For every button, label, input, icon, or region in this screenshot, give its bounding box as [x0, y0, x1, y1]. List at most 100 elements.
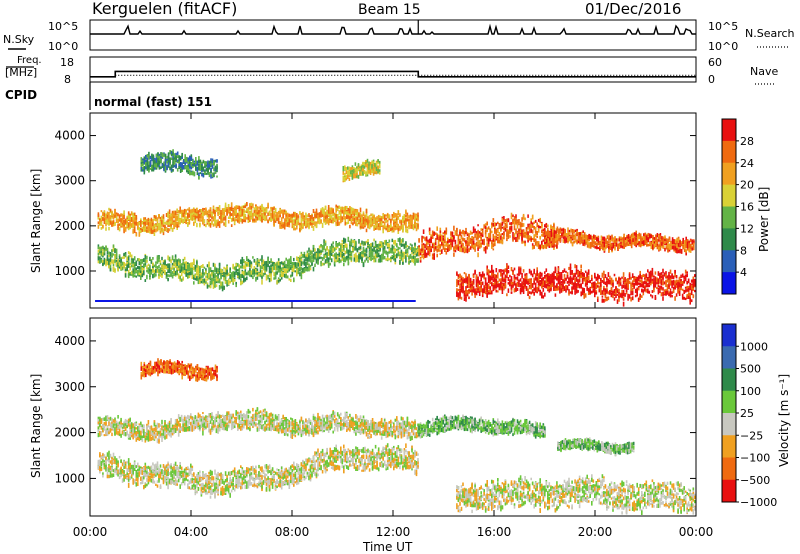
power-cell — [309, 267, 312, 271]
power-cell — [286, 259, 289, 265]
power-cell — [368, 167, 370, 170]
power-cell — [380, 218, 383, 224]
power-cell — [481, 241, 484, 245]
power-cell — [141, 272, 144, 278]
power-cell — [232, 218, 234, 222]
power-cell — [469, 246, 472, 250]
power-cell — [124, 263, 127, 266]
power-cell — [522, 213, 525, 216]
power-cell — [462, 229, 464, 235]
power-cell — [127, 216, 130, 220]
power-cell — [135, 260, 138, 264]
power-cell — [148, 155, 150, 160]
power-cell — [506, 234, 508, 238]
power-cell — [232, 271, 234, 276]
power-cell — [230, 217, 233, 222]
power-cell — [256, 263, 259, 268]
power-cell — [510, 225, 513, 231]
power-cell — [406, 226, 409, 229]
power-cell — [174, 254, 177, 258]
power-cell — [218, 205, 221, 210]
power-cell — [368, 221, 371, 225]
power-cell — [368, 246, 371, 250]
power-cell — [327, 207, 330, 212]
power-cell — [198, 174, 200, 180]
power-cell — [326, 219, 328, 224]
power-cell — [97, 260, 100, 264]
power-cell — [221, 215, 224, 219]
power-cell — [349, 206, 351, 211]
power-cell — [368, 225, 371, 230]
power-cell — [373, 259, 375, 263]
power-cell — [383, 256, 386, 259]
power-cell — [178, 155, 180, 159]
power-cell — [430, 239, 432, 244]
power-cell — [159, 227, 162, 231]
power-cell — [203, 219, 206, 224]
power-cell — [306, 214, 309, 218]
power-cell — [223, 285, 225, 290]
power-cell — [192, 159, 194, 164]
power-cell — [495, 236, 498, 239]
power-cell — [341, 249, 344, 252]
power-cell — [171, 210, 174, 215]
power-cell — [196, 272, 198, 276]
power-cell — [202, 160, 205, 164]
power-cell — [286, 266, 289, 269]
power-cell — [360, 164, 363, 168]
power-cell — [454, 232, 457, 236]
power-cell — [431, 256, 434, 260]
power-cell — [428, 227, 431, 233]
power-cell — [300, 267, 303, 271]
power-cell — [227, 208, 230, 214]
power-cell — [115, 254, 118, 259]
power-cell — [346, 206, 348, 210]
power-cell — [361, 260, 363, 263]
power-cell — [415, 253, 418, 257]
power-cell — [182, 218, 184, 224]
power-cell — [365, 164, 367, 167]
power-cell — [450, 236, 452, 240]
power-cell — [258, 206, 260, 209]
power-cell — [214, 213, 216, 216]
power-cell — [108, 258, 110, 262]
power-cell — [534, 233, 537, 237]
power-cell — [235, 281, 237, 285]
power-cell — [155, 153, 158, 158]
power-cell — [358, 258, 360, 261]
power-cell — [399, 247, 401, 250]
power-cell — [123, 225, 125, 230]
power-cell — [403, 255, 406, 259]
power-cell — [383, 223, 386, 226]
power-cell — [385, 239, 387, 243]
power-cell — [114, 268, 116, 273]
power-cell — [288, 262, 291, 267]
power-cell — [293, 224, 295, 229]
beam-title: Beam 15 — [358, 2, 421, 18]
power-cell — [109, 257, 112, 262]
power-cell — [183, 213, 186, 216]
power-cell — [486, 221, 488, 226]
power-cell — [199, 209, 201, 213]
power-cell — [123, 265, 125, 269]
power-cell — [466, 237, 469, 241]
power-cell — [124, 226, 127, 231]
power-cell — [497, 234, 499, 237]
power-cell — [365, 254, 368, 259]
power-cell — [315, 213, 318, 218]
power-cell — [226, 283, 228, 287]
power-cell — [405, 249, 407, 253]
power-cell — [347, 213, 350, 216]
power-cell — [478, 235, 481, 238]
power-cell — [255, 218, 257, 223]
power-cell — [259, 213, 262, 218]
power-cell — [243, 217, 245, 223]
power-cell — [378, 164, 381, 169]
power-cell — [403, 216, 406, 221]
power-cell — [140, 273, 142, 277]
power-cell — [495, 222, 498, 226]
power-cell — [264, 208, 266, 211]
power-cell — [171, 274, 174, 279]
power-cell — [193, 211, 195, 216]
power-cell — [350, 209, 353, 214]
